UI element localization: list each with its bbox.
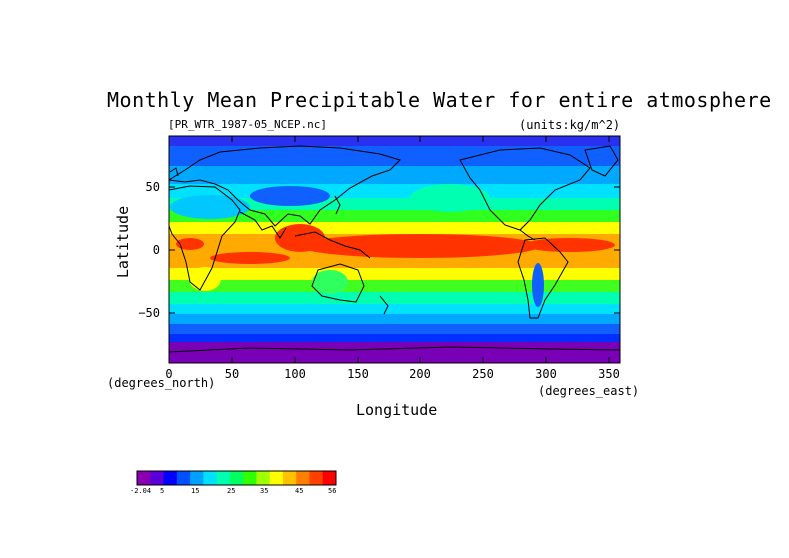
colorbar-label-3: 25: [227, 487, 236, 495]
coastlines: [169, 145, 620, 353]
colorbar-swatch: [216, 471, 231, 485]
map-title: Monthly Mean Precipitable Water for enti…: [107, 88, 772, 112]
colorbar-frame: [136, 470, 337, 486]
colorbar-swatch: [203, 471, 218, 485]
colorbar-swatch: [163, 471, 178, 485]
colorbar-label-1: 5: [160, 487, 165, 495]
colorbar-label-5: 45: [295, 487, 304, 495]
colorbar-swatch: [282, 471, 297, 485]
colorbar-label-4: 35: [260, 487, 269, 495]
y-axis-label: Latitude: [114, 205, 132, 279]
colorbar-swatch: [176, 471, 191, 485]
colorbar-swatch: [309, 471, 324, 485]
colorbar-swatch: [150, 471, 165, 485]
colorbar-swatch: [296, 471, 310, 485]
x-tick-0: 0: [165, 367, 172, 381]
colorbar-label-0: -2.04: [130, 487, 152, 495]
x-tick-150: 150: [347, 367, 369, 381]
colorbar: [136, 470, 337, 486]
colorbar-swatch: [137, 471, 151, 485]
colorbar-swatch: [243, 471, 257, 485]
units-label: (units:kg/m^2): [519, 118, 621, 132]
y-tick-neg50: −50: [138, 306, 160, 320]
file-label: [PR_WTR_1987-05_NCEP.nc]: [168, 118, 327, 131]
x-tick-50: 50: [225, 367, 239, 381]
x-tick-250: 250: [472, 367, 494, 381]
y-tick-50: 50: [146, 180, 160, 194]
x-tick-100: 100: [284, 367, 306, 381]
x-tick-200: 200: [409, 367, 431, 381]
y-ticks: [169, 186, 620, 314]
colorbar-swatch: [190, 471, 204, 485]
map-field: [169, 136, 620, 363]
x-ticks: [231, 136, 610, 363]
x-axis-label: Longitude: [356, 401, 438, 419]
y-tick-0: 0: [153, 243, 160, 257]
colorbar-swatch: [269, 471, 284, 485]
colorbar-swatch: [229, 471, 244, 485]
x-tick-350: 350: [598, 367, 620, 381]
x-tick-300: 300: [535, 367, 557, 381]
colorbar-label-6: 56: [328, 487, 337, 495]
x-axis-units: (degrees_east): [538, 384, 640, 398]
y-axis-units: (degrees_north): [107, 376, 216, 390]
colorbar-swatch: [322, 471, 337, 485]
colorbar-label-2: 15: [191, 487, 200, 495]
colorbar-swatch: [256, 471, 271, 485]
